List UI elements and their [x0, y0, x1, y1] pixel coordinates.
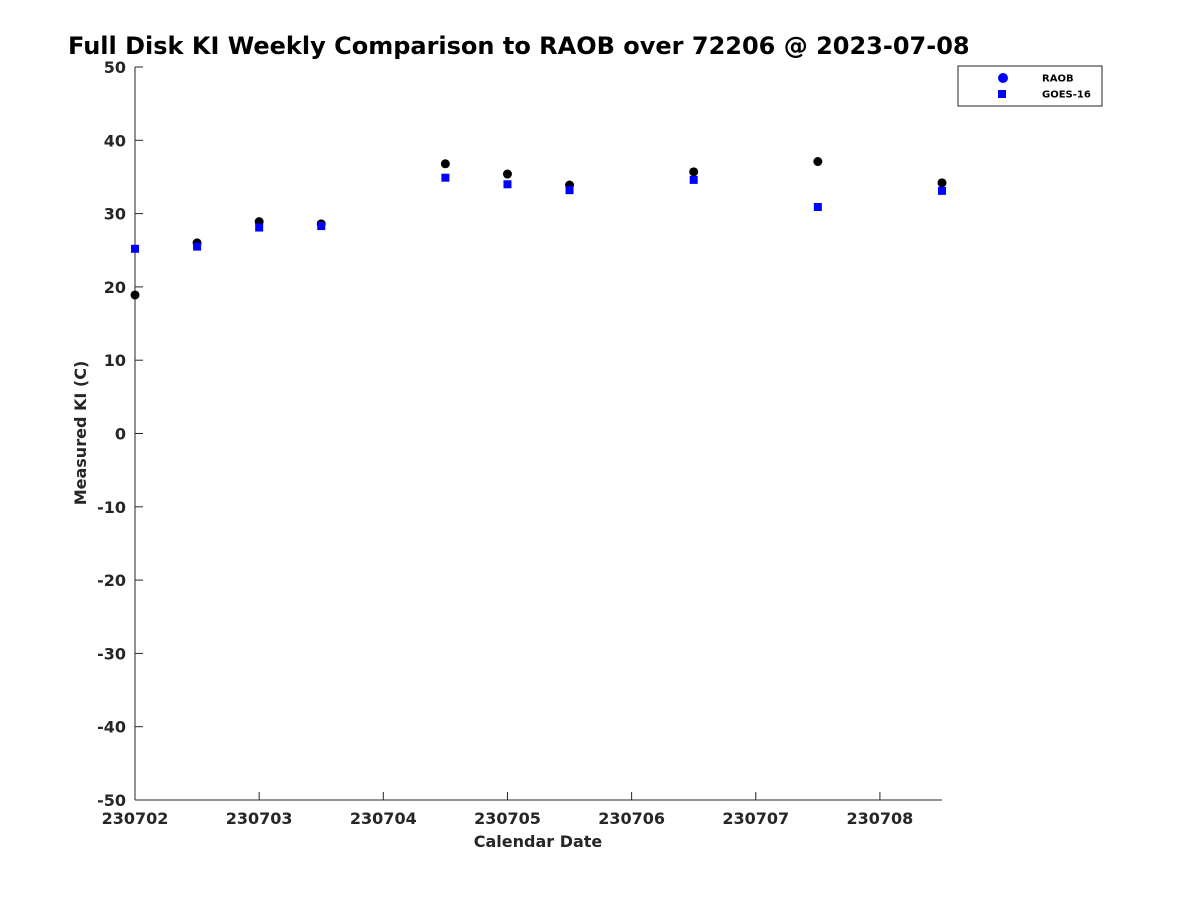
y-tick-label: 50	[104, 58, 126, 77]
x-tick-label: 230706	[598, 809, 665, 828]
x-tick-label: 230707	[722, 809, 789, 828]
x-tick-label: 230704	[350, 809, 417, 828]
x-axis-label: Calendar Date	[474, 832, 603, 851]
legend-raob-marker	[998, 73, 1008, 83]
legend-goes-16-label: GOES-16	[1042, 90, 1091, 101]
goes-16-point	[938, 186, 946, 195]
goes-16-point	[317, 222, 326, 231]
raob-point	[502, 169, 512, 179]
y-tick-label: -40	[97, 718, 126, 737]
y-axis-label: Measured KI (C)	[71, 361, 90, 506]
goes-16-point	[503, 180, 512, 189]
chart-title: Full Disk KI Weekly Comparison to RAOB o…	[68, 32, 970, 60]
legend-raob-label: RAOB	[1042, 74, 1074, 85]
goes-16-point	[441, 173, 450, 182]
goes-16-point	[255, 223, 264, 232]
legend: RAOB GOES-16	[957, 65, 1103, 107]
y-tick-label: -50	[97, 791, 126, 810]
goes-16-point	[813, 203, 822, 212]
raob-point	[689, 167, 699, 177]
data-points	[130, 157, 947, 300]
y-tick-label: -30	[97, 644, 126, 663]
raob-point	[937, 178, 947, 188]
goes-16-point	[565, 186, 574, 195]
axes	[134, 67, 942, 801]
y-tick-label: 0	[115, 425, 126, 444]
x-tick-label: 230705	[474, 809, 541, 828]
y-ticks: 50 40 30 20 10 0 -10 -20 -30 -40 -50	[97, 58, 143, 810]
raob-point	[440, 159, 450, 169]
raob-point	[813, 157, 823, 167]
y-tick-label: -20	[97, 571, 126, 590]
goes-16-point	[689, 175, 698, 184]
x-ticks: 230702 230703 230704 230705 230706 230707 2307…	[102, 792, 914, 828]
y-tick-label: 20	[104, 278, 126, 297]
goes-16-point	[131, 244, 139, 253]
y-tick-label: 30	[104, 205, 126, 224]
raob-point	[130, 290, 140, 300]
y-tick-label: 40	[104, 131, 126, 150]
legend-goes-16-marker	[998, 90, 1006, 98]
x-tick-label: 230703	[226, 809, 293, 828]
x-tick-label: 230702	[102, 809, 169, 828]
y-tick-label: 10	[104, 351, 126, 370]
x-tick-label: 230708	[847, 809, 914, 828]
legend-box	[957, 65, 1103, 107]
y-tick-label: -10	[97, 498, 126, 517]
goes-16-point	[193, 242, 202, 251]
